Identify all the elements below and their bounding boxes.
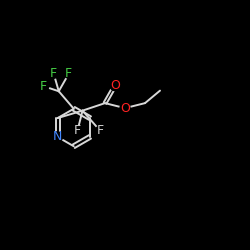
Circle shape <box>110 80 120 90</box>
Text: F: F <box>96 124 103 137</box>
Circle shape <box>39 81 49 91</box>
Text: F: F <box>74 124 81 137</box>
Text: N: N <box>53 130 62 143</box>
Text: F: F <box>65 67 72 80</box>
Circle shape <box>52 132 62 142</box>
Circle shape <box>96 126 104 135</box>
Text: O: O <box>110 79 120 92</box>
Text: F: F <box>40 80 47 93</box>
Circle shape <box>64 69 73 78</box>
Text: O: O <box>120 102 130 114</box>
Text: F: F <box>50 67 57 80</box>
Circle shape <box>120 103 130 113</box>
Circle shape <box>49 69 58 78</box>
Circle shape <box>73 126 82 135</box>
